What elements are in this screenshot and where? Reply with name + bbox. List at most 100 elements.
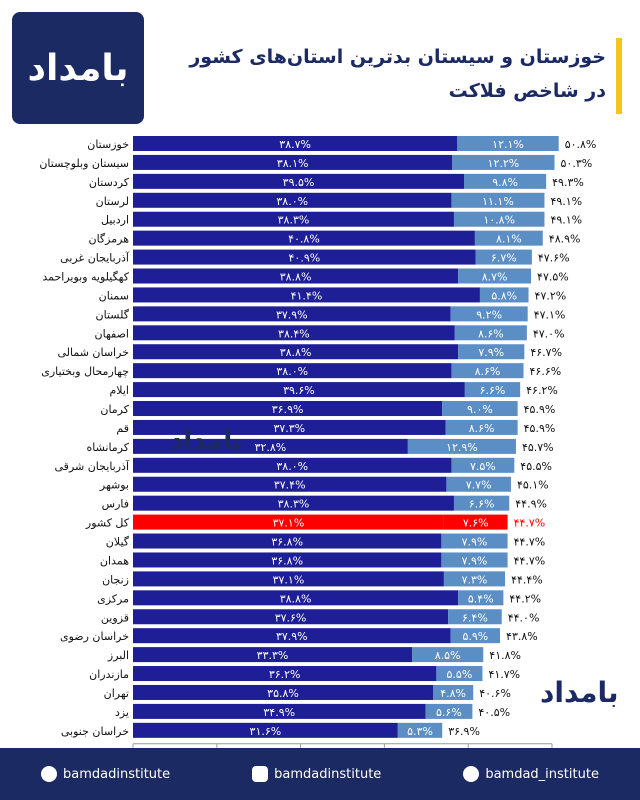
bar-label-unemployment: ۳۶.۸% xyxy=(271,536,303,549)
category-label: آذربایجان شرقی xyxy=(55,459,130,473)
bar-label-unemployment: ۳۷.۶% xyxy=(275,611,307,624)
bar-inflation xyxy=(441,533,508,549)
bar-inflation xyxy=(443,514,508,530)
bar-inflation xyxy=(436,666,483,682)
bar-inflation xyxy=(451,192,545,208)
total-label: ۴۴.۲% xyxy=(509,592,541,605)
category-label: آذربایجان غربی xyxy=(60,251,130,265)
category-label: هرمزگان xyxy=(89,233,130,246)
bar-label-inflation: ۸.۶% xyxy=(469,422,495,435)
footer-telegram-handle: bamdad_institute xyxy=(485,766,599,782)
category-label: اردبیل xyxy=(101,214,129,227)
bar-label-inflation: ۵.۹% xyxy=(462,630,488,643)
category-label: مازندران xyxy=(89,668,129,681)
bar-label-unemployment: ۳۷.۳% xyxy=(273,422,305,435)
bar-label-unemployment: ۳۷.۱% xyxy=(273,517,305,530)
bar-label-inflation: ۷.۵% xyxy=(470,460,496,473)
category-label: همدان xyxy=(100,554,129,567)
bar-label-inflation: ۶.۷% xyxy=(491,252,517,265)
category-label: خراسان شمالی xyxy=(57,346,129,359)
bar-label-inflation: ۵.۴% xyxy=(468,592,494,605)
bar-label-inflation: ۹.۰% xyxy=(467,403,493,416)
bar-label-inflation: ۹.۸% xyxy=(492,176,518,189)
bar-inflation xyxy=(443,571,506,587)
bar-inflation xyxy=(453,211,545,227)
category-label: خراسان جنوبی xyxy=(61,725,129,738)
bar-inflation xyxy=(450,628,501,644)
bar-label-unemployment: ۳۲.۸% xyxy=(255,441,287,454)
footer-x[interactable]: bamdadinstitute xyxy=(41,766,170,782)
footer-telegram[interactable]: bamdad_institute xyxy=(463,766,599,782)
bar-label-unemployment: ۳۶.۲% xyxy=(269,668,301,681)
bar-inflation xyxy=(407,438,516,454)
total-label: ۴۹.۱% xyxy=(550,195,582,208)
bar-label-unemployment: ۳۴.۹% xyxy=(263,706,295,719)
title-accent-bar xyxy=(616,38,622,114)
total-label: ۴۱.۷% xyxy=(488,668,520,681)
total-label: ۴۴.۹% xyxy=(515,498,547,511)
bar-unemployment xyxy=(133,647,413,663)
category-label: تهران xyxy=(104,687,129,700)
category-label: چهارمحال وبختیاری xyxy=(41,365,129,378)
bar-label-inflation: ۶.۶% xyxy=(469,498,495,511)
title-line-2: در شاخص فلاکت xyxy=(448,80,606,102)
bar-label-unemployment: ۳۸.۰% xyxy=(276,195,308,208)
category-label: سیستان وبلوچستان xyxy=(39,157,129,170)
category-label: کل کشور xyxy=(85,517,130,530)
bar-inflation xyxy=(464,382,521,398)
total-label: ۴۰.۵% xyxy=(478,706,510,719)
x-icon xyxy=(41,766,58,782)
total-label: ۴۵.۵% xyxy=(520,460,552,473)
bar-unemployment xyxy=(133,628,451,644)
category-label: یزد xyxy=(115,706,129,719)
bar-unemployment xyxy=(133,722,398,738)
bar-unemployment xyxy=(133,401,443,417)
bar-inflation xyxy=(479,287,529,303)
category-label: لرستان xyxy=(96,195,129,208)
bar-inflation xyxy=(458,344,525,360)
bar-inflation xyxy=(446,476,511,492)
bar-label-unemployment: ۳۵.۸% xyxy=(267,687,299,700)
bar-label-unemployment: ۳۸.۴% xyxy=(278,327,310,340)
footer-instagram[interactable]: bamdadinstitute xyxy=(252,766,381,782)
bar-label-inflation: ۸.۵% xyxy=(435,649,461,662)
bar-label-inflation: ۷.۹% xyxy=(462,554,488,567)
total-label: ۴۷.۰% xyxy=(533,327,565,340)
bar-inflation xyxy=(448,609,502,625)
bar-label-inflation: ۹.۲% xyxy=(476,308,502,321)
bar-unemployment xyxy=(133,192,452,208)
total-label: ۴۵.۷% xyxy=(522,441,554,454)
bar-inflation xyxy=(454,325,527,341)
bar-inflation xyxy=(458,590,504,606)
bar-inflation xyxy=(397,722,443,738)
title-line-1: خوزستان و سیستان بدترین استان‌های کشور xyxy=(189,46,606,68)
total-label: ۴۵.۹% xyxy=(524,422,556,435)
bar-unemployment xyxy=(133,268,459,284)
bar-inflation xyxy=(450,306,528,322)
bar-label-unemployment: ۳۹.۵% xyxy=(283,176,315,189)
total-label: ۴۷.۲% xyxy=(535,289,567,302)
bar-inflation xyxy=(433,684,474,700)
bar-inflation xyxy=(474,230,543,246)
bar-label-inflation: ۸.۷% xyxy=(482,271,508,284)
bar-label-unemployment: ۳۱.۶% xyxy=(250,725,282,738)
bar-unemployment xyxy=(133,533,442,549)
bar-label-inflation: ۵.۶% xyxy=(436,706,462,719)
watermark-corner: بامداد xyxy=(540,676,619,709)
category-label: گلستان xyxy=(96,308,130,321)
bar-inflation xyxy=(451,457,515,473)
bar-inflation xyxy=(451,363,524,379)
bar-unemployment xyxy=(133,325,455,341)
bar-label-unemployment: ۳۸.۳% xyxy=(278,498,310,511)
bar-label-unemployment: ۳۸.۰% xyxy=(276,365,308,378)
bar-unemployment xyxy=(133,457,452,473)
bar-label-unemployment: ۳۹.۶% xyxy=(283,384,315,397)
category-label: البرز xyxy=(107,649,129,662)
category-label: کرمانشاه xyxy=(86,441,129,454)
brand-logo-text: بامداد xyxy=(27,47,129,89)
total-label: ۵۰.۳% xyxy=(561,157,593,170)
total-label: ۴۶.۷% xyxy=(530,346,562,359)
footer-x-handle: bamdadinstitute xyxy=(63,766,171,782)
total-label: ۴۳.۸% xyxy=(506,630,538,643)
brand-logo: بامداد xyxy=(12,12,144,124)
